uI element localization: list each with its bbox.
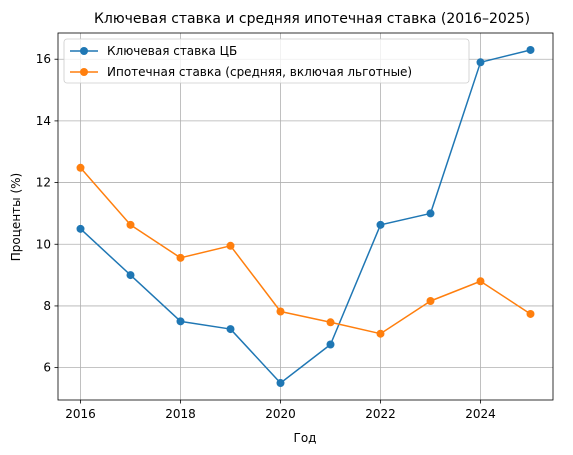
- data-point-1-7: [426, 297, 435, 306]
- axis-ticks: 2016 2018 2020 2022 2024 6 8 10 12 14 16: [36, 52, 496, 421]
- data-point-0-5: [326, 340, 335, 349]
- data-point-1-3: [226, 241, 235, 250]
- x-tick-label: 2016: [65, 407, 96, 421]
- y-tick-label: 16: [36, 52, 51, 66]
- data-point-0-6: [376, 220, 385, 229]
- plot-frame: [57, 32, 554, 401]
- legend-swatch-marker: [80, 47, 88, 55]
- data-point-1-6: [376, 329, 385, 338]
- legend-label: Ипотечная ставка (средняя, включая льгот…: [107, 65, 412, 79]
- x-tick-label: 2022: [365, 407, 396, 421]
- chart-title: Ключевая ставка и средняя ипотечная став…: [94, 11, 530, 27]
- data-point-0-9: [526, 45, 535, 54]
- y-tick-label: 10: [36, 237, 51, 251]
- legend-box: [63, 38, 470, 84]
- data-point-1-2: [176, 253, 185, 262]
- data-point-0-4: [276, 379, 285, 388]
- x-axis-label: Год: [294, 431, 317, 445]
- data-point-0-2: [176, 317, 185, 326]
- data-point-0-1: [126, 271, 135, 280]
- x-tick-label: 2024: [465, 407, 496, 421]
- y-tick-label: 14: [36, 114, 51, 128]
- series-line-0: [79, 49, 531, 384]
- data-point-1-1: [126, 220, 135, 229]
- data-point-1-4: [276, 307, 285, 316]
- legend: Ключевая ставка ЦБ Ипотечная ставка (сред…: [63, 38, 470, 84]
- legend-swatch-marker: [80, 68, 88, 76]
- data-point-1-9: [526, 309, 535, 318]
- legend-label: Ключевая ставка ЦБ: [107, 44, 237, 58]
- series-line-1: [79, 167, 531, 335]
- data-point-1-8: [476, 277, 485, 286]
- data-point-0-8: [476, 58, 485, 67]
- data-point-1-5: [326, 318, 335, 327]
- y-tick-label: 12: [36, 176, 51, 190]
- data-point-0-3: [226, 325, 235, 334]
- y-tick-label: 6: [43, 361, 51, 375]
- x-tick-label: 2018: [165, 407, 196, 421]
- data-point-0-0: [76, 224, 85, 233]
- y-axis-label: Проценты (%): [9, 173, 23, 261]
- series-group: [76, 45, 535, 388]
- data-point-1-0: [76, 163, 85, 172]
- x-tick-label: 2020: [265, 407, 296, 421]
- data-point-0-7: [426, 209, 435, 218]
- y-tick-label: 8: [43, 299, 51, 313]
